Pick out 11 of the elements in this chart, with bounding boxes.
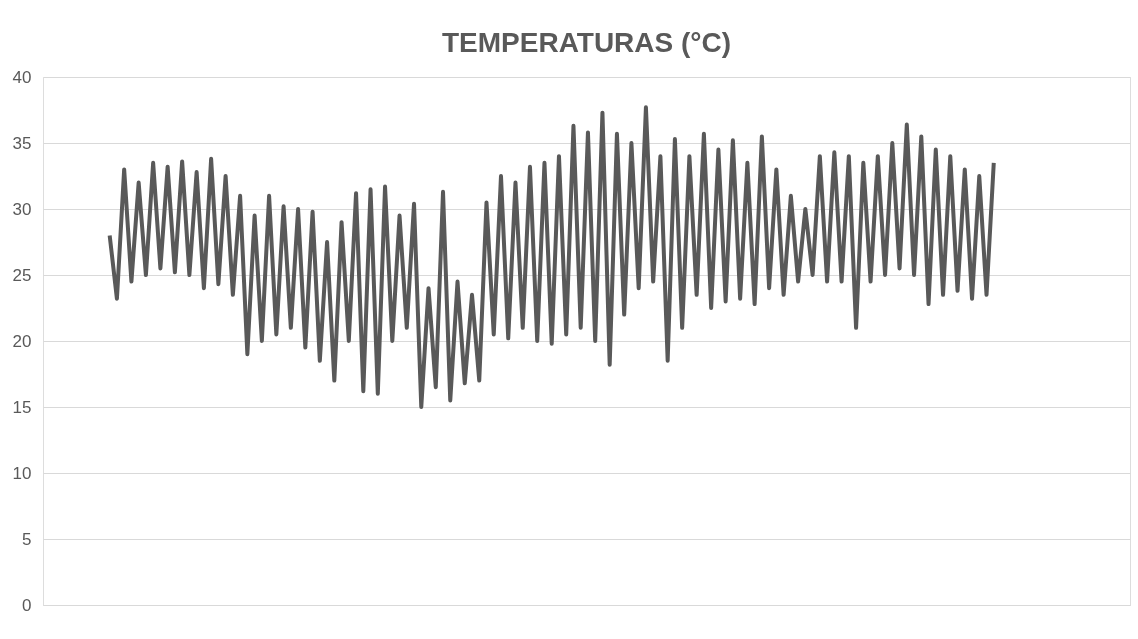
line-series bbox=[107, 105, 996, 409]
y-tick-label: 20 bbox=[12, 331, 32, 351]
y-tick-label: 30 bbox=[12, 199, 32, 219]
y-tick-label: 35 bbox=[12, 133, 32, 153]
y-tick-label: 10 bbox=[12, 463, 32, 483]
chart-title: TEMPERATURAS (°C) bbox=[441, 27, 732, 58]
y-tick-label: 15 bbox=[12, 397, 32, 417]
y-tick-label: 25 bbox=[12, 265, 32, 285]
y-tick-label: 40 bbox=[12, 67, 32, 87]
y-tick-label: 0 bbox=[22, 595, 32, 615]
y-tick-label: 5 bbox=[22, 529, 32, 549]
